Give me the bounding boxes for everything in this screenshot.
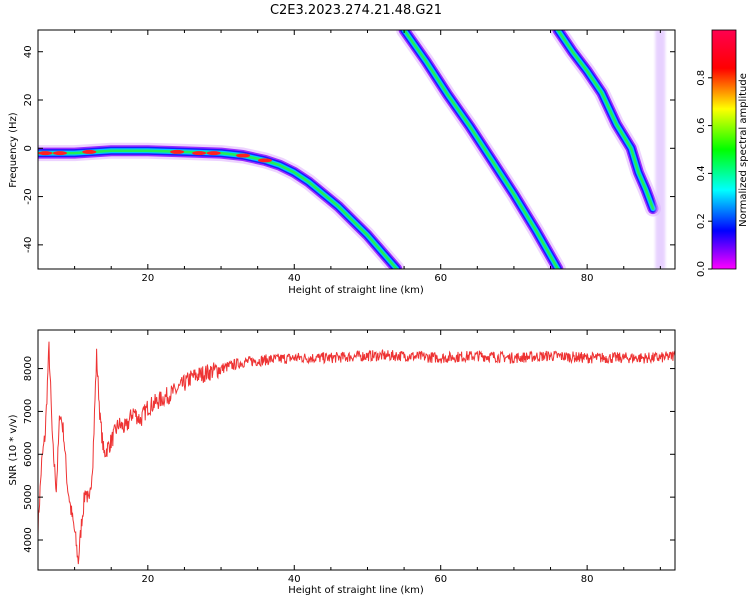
spectrogram-x-tick-label: 40 — [288, 273, 301, 284]
snr-panel: 20 40 60 80 4000 5000 6000 7000 8000 Height of s… — [8, 329, 676, 596]
spectrogram-y-tick-label: 0 — [23, 145, 34, 151]
spectrogram-ticks: 20 40 60 80 -40 -20 0 20 40 — [23, 30, 675, 284]
colorbar-tick-label: 0.2 — [696, 213, 707, 229]
spectrogram-peak — [38, 151, 53, 156]
colorbar-label: Normalized spectral amplitude — [738, 73, 749, 227]
snr-y-tick-label: 8000 — [23, 356, 34, 381]
spectrogram-y-label: Frequency (Hz) — [8, 112, 19, 188]
snr-y-tick-label: 4000 — [23, 527, 34, 552]
spectrogram-trace-2-layer-4 — [556, 30, 655, 210]
spectrogram-y-tick-label: 40 — [23, 45, 34, 58]
colorbar: 0.0 0.2 0.4 0.6 0.8 Normalized spectral ampl… — [696, 29, 749, 277]
spectrogram-peak — [257, 158, 272, 163]
snr-ticks: 20 40 60 80 4000 5000 6000 7000 8000 — [23, 330, 675, 585]
spectrogram-trace-1-layer-4 — [402, 30, 560, 269]
spectrogram-peak — [192, 151, 207, 156]
spectrogram-x-label: Height of straight line (km) — [288, 285, 424, 296]
spectrogram-y-tick-label: -20 — [23, 188, 34, 204]
spectrogram-x-tick-label: 60 — [434, 273, 447, 284]
snr-y-label: SNR (10 * v/v) — [8, 414, 19, 485]
spectrogram-frame — [37, 29, 676, 270]
spectrogram-traces — [38, 30, 666, 269]
spectrogram-band — [655, 30, 666, 269]
spectrogram-x-tick-label: 80 — [581, 273, 594, 284]
colorbar-tick-label: 0.4 — [696, 165, 707, 181]
spectrogram-trace-0-layer-4 — [38, 149, 399, 269]
spectrogram-peak — [170, 149, 185, 154]
snr-series — [38, 341, 675, 565]
spectrogram-peak — [82, 149, 97, 154]
snr-x-tick-label: 20 — [141, 574, 154, 585]
colorbar-ticks: 0.0 0.2 0.4 0.6 0.8 — [696, 70, 712, 277]
spectrogram-peak — [236, 153, 251, 158]
spectrogram-x-tick-label: 20 — [141, 273, 154, 284]
snr-x-tick-label: 60 — [434, 574, 447, 585]
snr-x-tick-label: 40 — [288, 574, 301, 585]
snr-x-label: Height of straight line (km) — [288, 585, 424, 596]
spectrogram-y-tick-label: -40 — [23, 237, 34, 253]
snr-y-tick-label: 7000 — [23, 399, 34, 424]
spectrogram-y-tick-label: 20 — [23, 94, 34, 107]
spectrogram-peak — [206, 151, 221, 156]
colorbar-gradient — [711, 29, 737, 270]
snr-y-tick-label: 5000 — [23, 484, 34, 509]
colorbar-tick-label: 0.0 — [696, 261, 707, 277]
spectrogram-panel: 20 40 60 80 -40 -20 0 20 40 Height of straight l… — [8, 29, 676, 296]
snr-line — [38, 341, 675, 565]
figure-title: C2E3.2023.274.21.48.G21 — [270, 3, 442, 18]
colorbar-tick-label: 0.6 — [696, 118, 707, 134]
snr-frame — [37, 329, 676, 571]
snr-y-tick-label: 6000 — [23, 442, 34, 467]
snr-x-tick-label: 80 — [581, 574, 594, 585]
spectrogram-peak — [52, 151, 67, 156]
colorbar-tick-label: 0.8 — [696, 70, 707, 86]
